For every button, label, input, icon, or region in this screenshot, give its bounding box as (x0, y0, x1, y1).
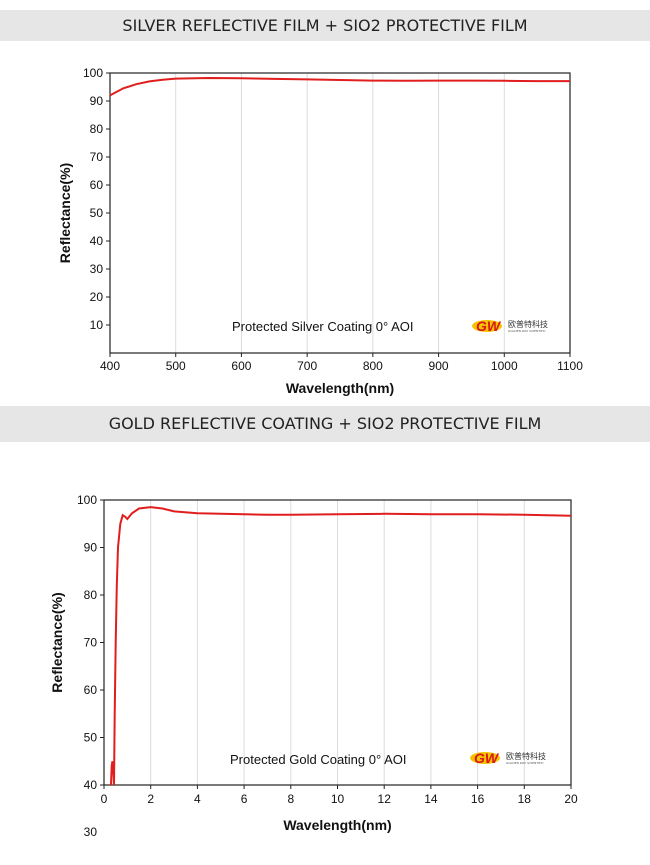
silver-logo-cn-text: 欧普特科技 (508, 319, 548, 329)
silver-x-tick-label: 400 (100, 359, 120, 373)
gold-x-tick-label: 10 (331, 792, 345, 806)
silver-y-tick-label: 50 (90, 206, 104, 220)
silver-y-tick-label: 20 (90, 290, 104, 304)
gold-reflectance-curve (110, 506, 572, 786)
gold-y-tick-label: 60 (84, 683, 98, 697)
silver-reflectance-curve (109, 76, 570, 97)
gold-y-axis-title: Reflectance(%) (49, 592, 65, 692)
gold-y-tick-label: 80 (84, 588, 98, 602)
gold-y-tick-label: 50 (84, 731, 98, 745)
silver-logo-mark: GW (476, 318, 502, 334)
silver-y-tick-label: 60 (90, 178, 104, 192)
silver-chart-banner: SILVER REFLECTIVE FILM + SIO2 PROTECTIVE… (0, 10, 650, 41)
silver-y-tick-label: 80 (90, 122, 104, 136)
silver-x-tick-label: 500 (166, 359, 186, 373)
silver-x-tick-label: 800 (363, 359, 383, 373)
gold-x-tick-label: 18 (518, 792, 532, 806)
silver-logo-en-text: GOLDEN WAY SCIENTIFIC (508, 329, 546, 333)
gold-coating-annotation: Protected Gold Coating 0° AOI (230, 752, 406, 767)
gold-x-tick-label: 14 (424, 792, 438, 806)
silver-x-tick-label: 600 (231, 359, 251, 373)
silver-reflectance-chart: 400 500 600 700 800 900 1000 1100 10 20 30 40 50 60 70… (57, 66, 583, 396)
gold-y-tick-label: 90 (84, 541, 98, 555)
gold-x-tick-label: 0 (101, 792, 108, 806)
gold-x-tick-label: 2 (147, 792, 154, 806)
silver-y-tick-label: 70 (90, 150, 104, 164)
silver-logo-swoosh (472, 320, 502, 332)
silver-x-tick-label: 1100 (557, 359, 583, 373)
gold-x-tick-label: 12 (378, 792, 392, 806)
gold-x-tick-label: 16 (471, 792, 485, 806)
gold-y-tick-label: 70 (84, 636, 98, 650)
gold-y-tick-label: 100 (77, 493, 97, 507)
gold-logo-swoosh (470, 752, 500, 764)
gold-x-tick-label: 6 (241, 792, 248, 806)
silver-x-tick-label: 1000 (491, 359, 518, 373)
gold-y-tick-label: 40 (84, 778, 98, 792)
silver-x-tick-label: 900 (429, 359, 449, 373)
gold-x-tick-label: 20 (564, 792, 578, 806)
gold-logo-en-text: GOLDEN WAY SCIENTIFIC (506, 761, 544, 765)
gold-x-axis-title: Wavelength(nm) (283, 817, 391, 833)
gold-chart-banner: GOLD REFLECTIVE COATING + SIO2 PROTECTIV… (0, 406, 650, 442)
gold-logo-cn-text: 欧普特科技 (506, 751, 546, 761)
silver-x-tick-label: 700 (297, 359, 317, 373)
silver-y-axis-title: Reflectance(%) (57, 163, 73, 263)
silver-y-tick-label: 40 (90, 234, 104, 248)
gold-logo-mark: GW (474, 750, 500, 766)
silver-x-axis-title: Wavelength(nm) (286, 380, 394, 396)
gold-y-tick-label-extra: 30 (84, 825, 98, 839)
silver-coating-annotation: Protected Silver Coating 0° AOI (232, 319, 414, 334)
silver-y-tick-label: 90 (90, 94, 104, 108)
silver-y-tick-label: 10 (90, 318, 104, 332)
silver-y-tick-label: 100 (83, 66, 103, 80)
gold-x-tick-label: 8 (287, 792, 294, 806)
gold-x-tick-label: 4 (194, 792, 201, 806)
silver-y-tick-label: 30 (90, 262, 104, 276)
